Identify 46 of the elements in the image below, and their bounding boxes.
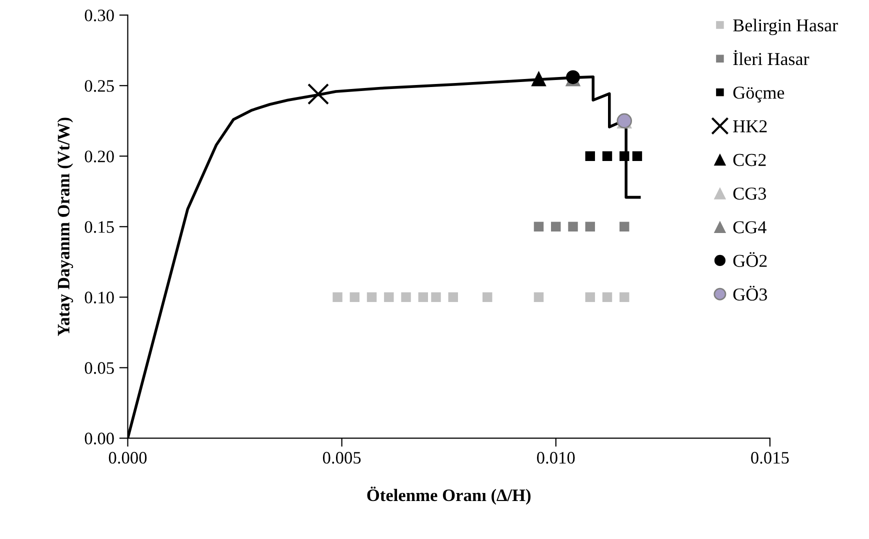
point bbox=[534, 222, 544, 232]
x-tick-label: 0.010 bbox=[537, 452, 575, 464]
y-tick-label: 0.05 bbox=[84, 362, 114, 374]
point bbox=[620, 222, 630, 232]
legend-label: GÖ3 bbox=[733, 286, 767, 301]
y-tick-label: 0.30 bbox=[84, 10, 114, 22]
point bbox=[632, 151, 642, 161]
point bbox=[431, 292, 441, 302]
legend-label: CG3 bbox=[733, 188, 766, 200]
legend-label: CG2 bbox=[733, 154, 766, 166]
point bbox=[401, 292, 411, 302]
y-tick-label: 0.15 bbox=[84, 221, 114, 233]
legend-label: GÖ2 bbox=[733, 252, 767, 267]
point bbox=[620, 151, 630, 161]
point bbox=[418, 292, 428, 302]
legend-label: HK2 bbox=[733, 120, 767, 132]
point bbox=[531, 70, 546, 86]
point bbox=[448, 292, 458, 302]
point bbox=[534, 292, 544, 302]
x-tick-label: 0.000 bbox=[108, 452, 147, 464]
legend-label: İleri Hasar bbox=[733, 50, 810, 66]
point bbox=[366, 292, 377, 302]
legend-label: Belirgin Hasar bbox=[733, 18, 838, 36]
point bbox=[332, 292, 342, 302]
legend-label: CG4 bbox=[733, 221, 766, 234]
point bbox=[620, 292, 630, 302]
legend-label: Göçme bbox=[733, 86, 784, 102]
y-axis-title: Yatay Dayanım Oranı (Vt/W) bbox=[57, 118, 74, 336]
x-tick-label: 0.005 bbox=[322, 452, 361, 464]
y-tick-label: 0.20 bbox=[84, 150, 114, 162]
point bbox=[585, 292, 595, 302]
x-axis-title: Ötelenme Oranı (∆/H) bbox=[367, 486, 531, 505]
point bbox=[602, 151, 612, 161]
x-tick-label: 0.015 bbox=[751, 452, 789, 464]
y-tick-label: 0.00 bbox=[84, 432, 114, 444]
y-tick-label: 0.25 bbox=[84, 80, 114, 92]
point bbox=[602, 292, 612, 302]
point bbox=[307, 83, 330, 105]
y-tick-label: 0.10 bbox=[84, 292, 114, 304]
point bbox=[350, 292, 360, 302]
point bbox=[585, 151, 595, 161]
point bbox=[568, 222, 578, 232]
point bbox=[585, 222, 595, 232]
point bbox=[482, 292, 492, 302]
point bbox=[384, 292, 394, 302]
point bbox=[551, 222, 561, 232]
